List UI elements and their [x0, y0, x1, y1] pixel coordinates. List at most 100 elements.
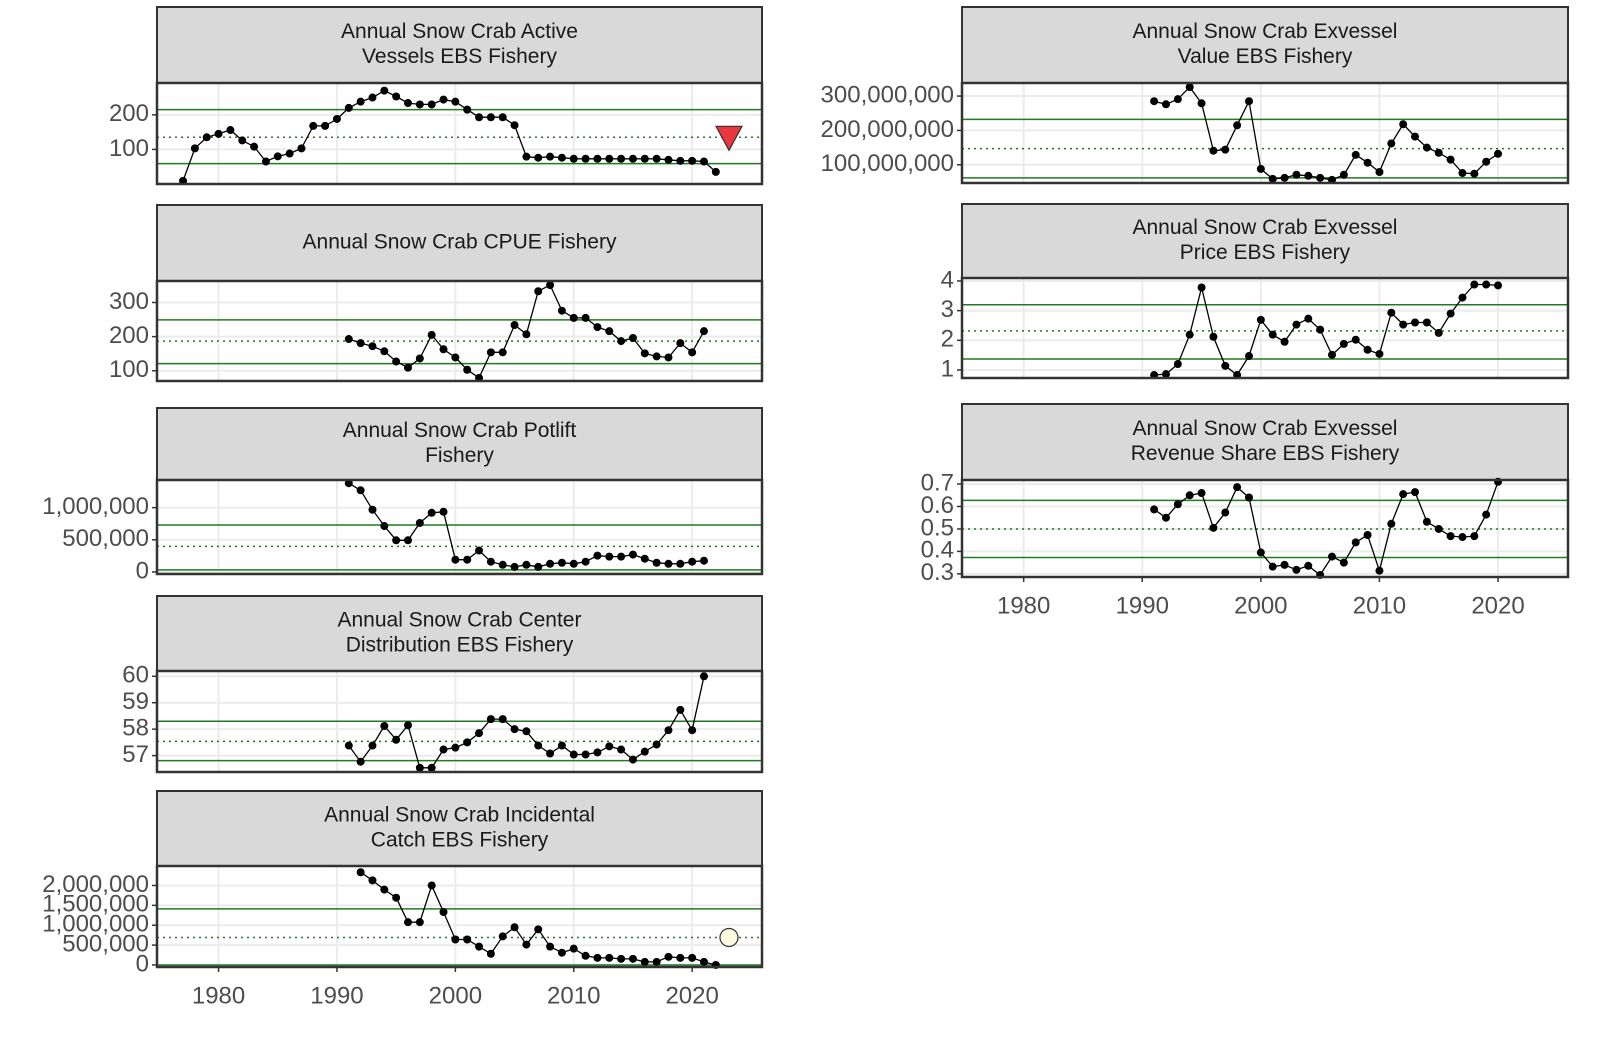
data-point [522, 330, 531, 339]
data-point [309, 121, 318, 130]
data-point [415, 518, 424, 527]
panel-title: Revenue Share EBS Fishery [1131, 442, 1400, 465]
data-point [451, 555, 460, 564]
data-point [617, 337, 626, 346]
data-point [439, 507, 448, 516]
data-point [1292, 565, 1301, 574]
data-point [415, 354, 424, 363]
plot-border [155, 864, 764, 969]
x-tick-label: 1980 [997, 592, 1050, 619]
data-point [475, 942, 484, 951]
y-tick-label: 3 [941, 296, 954, 323]
data-point [1233, 121, 1242, 130]
data-point [1268, 330, 1277, 339]
data-point [522, 727, 531, 736]
data-point [1458, 533, 1467, 542]
data-point [415, 763, 424, 772]
data-point [1268, 562, 1277, 571]
data-point [238, 136, 247, 145]
y-tick-label: 300,000,000 [821, 81, 954, 108]
data-point [569, 944, 578, 953]
data-point [451, 353, 460, 362]
x-tick-label: 2000 [1234, 592, 1287, 619]
data-point [1280, 173, 1289, 182]
plot-area [157, 866, 762, 967]
data-point [557, 948, 566, 957]
data-point [1185, 330, 1194, 339]
data-point [1351, 538, 1360, 547]
data-point [664, 155, 673, 164]
data-point [510, 562, 519, 571]
panel-strip [156, 595, 763, 672]
data-point [1173, 500, 1182, 509]
plot-border [155, 669, 764, 774]
data-point [628, 755, 637, 764]
data-point [498, 715, 507, 724]
data-point [1161, 100, 1170, 109]
plot-area [157, 83, 762, 184]
data-point [463, 555, 472, 564]
y-tick-label: 59 [122, 688, 149, 715]
data-point [1209, 332, 1218, 341]
data-point [356, 486, 365, 495]
plot-border [960, 276, 1570, 380]
data-point [1328, 350, 1337, 359]
data-point [1470, 532, 1479, 541]
data-point [439, 345, 448, 354]
data-point [451, 935, 460, 944]
data-point [1351, 335, 1360, 344]
data-point [593, 748, 602, 757]
data-point [1482, 280, 1491, 289]
data-point [439, 95, 448, 104]
data-point [1411, 132, 1420, 141]
data-point [1185, 491, 1194, 500]
series-line [182, 89, 717, 182]
data-point [640, 957, 649, 966]
data-point [1387, 139, 1396, 148]
data-point [475, 729, 484, 738]
plot-area [157, 480, 762, 574]
data-point [652, 352, 661, 361]
data-point [688, 557, 697, 566]
data-point [297, 144, 306, 153]
data-point [617, 745, 626, 754]
data-point [463, 105, 472, 114]
data-point [498, 932, 507, 941]
data-point [356, 868, 365, 877]
data-point [1316, 325, 1325, 334]
data-point [380, 347, 389, 356]
data-point [273, 152, 282, 161]
data-point [664, 353, 673, 362]
data-point [1422, 318, 1431, 327]
data-point [664, 952, 673, 961]
data-point [652, 740, 661, 749]
plot-border [960, 81, 1570, 185]
panel-strip [156, 6, 763, 84]
data-point [1422, 143, 1431, 152]
data-point [1292, 320, 1301, 329]
data-point [368, 505, 377, 514]
data-point [699, 327, 708, 336]
data-point [534, 925, 543, 934]
y-tick-label: 1,000,000 [42, 493, 149, 520]
x-tick-label: 2010 [1353, 592, 1406, 619]
data-point [557, 558, 566, 567]
data-point [617, 552, 626, 561]
data-point [1434, 524, 1443, 533]
data-point [380, 522, 389, 531]
data-point [285, 149, 294, 158]
y-tick-label: 60 [122, 662, 149, 689]
status-marker [714, 125, 744, 152]
data-point [403, 363, 412, 372]
data-point [1256, 315, 1265, 324]
data-point [699, 672, 708, 681]
data-point [380, 721, 389, 730]
data-point [1470, 169, 1479, 178]
y-tick-label: 4 [941, 266, 954, 293]
data-point [463, 738, 472, 747]
data-point [403, 918, 412, 927]
data-point [688, 156, 697, 165]
data-point [415, 100, 424, 109]
data-point [1256, 164, 1265, 173]
panel-title: Annual Snow Crab Incidental [324, 804, 595, 827]
